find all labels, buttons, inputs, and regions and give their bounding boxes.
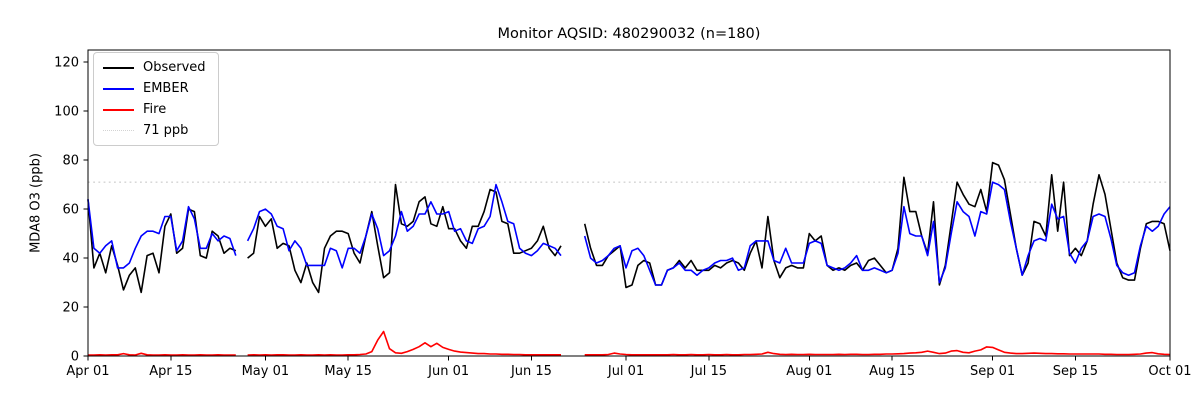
series-line-observed: [247, 183, 562, 294]
series-line-observed: [583, 161, 1171, 289]
tick-label: Sep 01: [970, 364, 1015, 379]
tick-label: Aug 01: [786, 364, 832, 379]
legend-item-fire: Fire: [103, 102, 206, 117]
tick-label: Jul 15: [690, 364, 727, 379]
legend-label-threshold: 71 ppb: [143, 123, 189, 138]
series-line-ember: [87, 199, 237, 269]
legend-item-observed: Observed: [103, 60, 206, 75]
tick-label: 80: [62, 154, 79, 169]
tick-label: May 01: [242, 364, 290, 379]
threshold-line-sample: [103, 130, 134, 131]
plot-border: [87, 49, 1171, 357]
tick-label: Apr 01: [66, 364, 109, 379]
tick-label: Sep 15: [1053, 364, 1098, 379]
legend: Observed EMBER Fire 71 ppb: [93, 52, 219, 146]
observed-line-sample: [103, 66, 134, 69]
series-line-fire: [88, 352, 236, 356]
tick-label: Jul 01: [607, 364, 644, 379]
ember-line-sample: [103, 87, 134, 90]
tick-label: Jun 01: [427, 364, 469, 379]
tick-label: 0: [71, 350, 79, 365]
chart-title: Monitor AQSID: 480290032 (n=180): [497, 26, 761, 42]
tick-label: Apr 15: [149, 364, 192, 379]
tick-label: Jun 15: [510, 364, 552, 379]
tick-label: Aug 15: [869, 364, 915, 379]
legend-item-threshold: 71 ppb: [103, 123, 206, 138]
tick-label: 120: [54, 56, 79, 71]
series-line-ember: [583, 181, 1171, 286]
tick-label: 20: [62, 301, 79, 316]
tick-label: 40: [62, 252, 79, 267]
legend-label-observed: Observed: [143, 60, 206, 75]
series-line-observed: [87, 199, 237, 294]
tick-label: Oct 01: [1148, 364, 1191, 379]
legend-label-ember: EMBER: [143, 81, 189, 96]
series-line-fire: [584, 346, 1171, 356]
fire-line-sample: [103, 108, 134, 111]
legend-item-ember: EMBER: [103, 81, 206, 96]
series-line-ember: [246, 183, 562, 269]
tick-label: May 15: [324, 364, 372, 379]
tick-label: 100: [54, 105, 79, 120]
series-line-fire: [247, 330, 561, 356]
legend-label-fire: Fire: [143, 102, 167, 117]
tick-label: 60: [62, 203, 79, 218]
